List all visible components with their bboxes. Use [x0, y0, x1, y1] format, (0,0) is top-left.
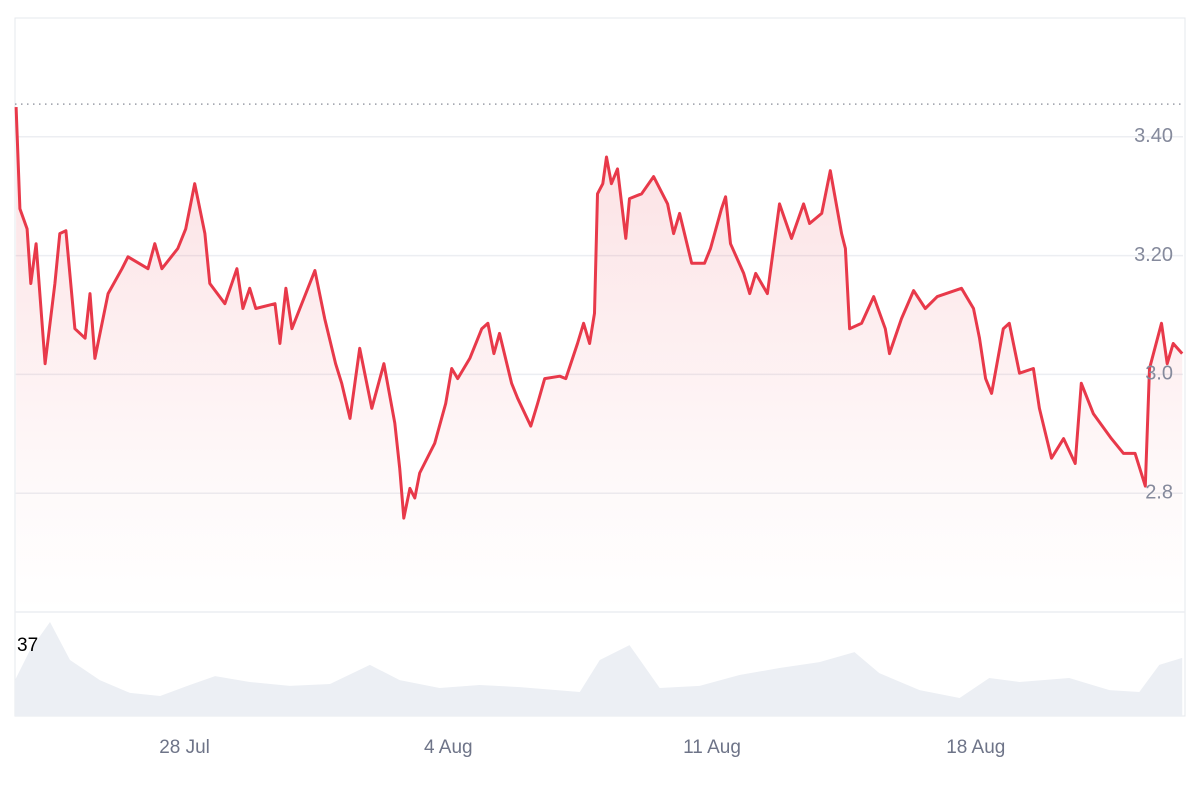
y-tick-label: 3.0 — [1145, 363, 1173, 385]
volume-area — [15, 622, 1183, 716]
x-tick-label: 4 Aug — [424, 737, 473, 758]
y-tick-label: 2.8 — [1145, 481, 1173, 503]
y-tick-label: 3.40 — [1134, 125, 1173, 147]
volume-tick-label: 37 — [17, 635, 38, 656]
y-tick-label: 3.20 — [1134, 244, 1173, 266]
x-tick-label: 28 Jul — [159, 737, 210, 758]
price-line — [14, 107, 1184, 520]
area-fill — [16, 107, 1183, 612]
x-tick-label: 11 Aug — [683, 737, 741, 758]
x-tick-label: 18 Aug — [946, 737, 1005, 758]
